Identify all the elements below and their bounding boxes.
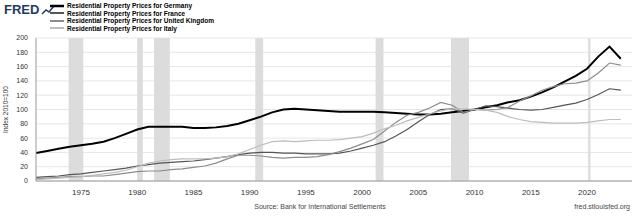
svg-text:2000: 2000 [353,188,371,197]
svg-text:160: 160 [16,63,28,70]
svg-text:1980: 1980 [128,188,146,197]
svg-text:2015: 2015 [522,188,540,197]
svg-text:200: 200 [16,34,28,41]
svg-text:180: 180 [16,49,28,56]
svg-text:1985: 1985 [185,188,203,197]
html-text:Residential Property Prices fo: Residential Property Prices for Italy [67,24,177,32]
svg-text:0: 0 [24,177,28,184]
html-text:FRED: FRED [4,2,40,17]
svg-text:60: 60 [20,135,28,142]
svg-text:120: 120 [16,92,28,99]
svg-text:1990: 1990 [241,188,259,197]
svg-text:1995: 1995 [297,188,315,197]
svg-text:20: 20 [20,163,28,170]
svg-text:80: 80 [20,120,28,127]
svg-text:2005: 2005 [409,188,427,197]
html-text:Residential Property Prices fo: Residential Property Prices for United K… [67,17,214,24]
svg-text:1975: 1975 [72,188,90,197]
html-text:Residential Property Prices fo: Residential Property Prices for Germany [67,2,192,9]
svg-text:Index 2010=100: Index 2010=100 [8,86,9,133]
svg-text:40: 40 [20,149,28,156]
svg-text:100: 100 [16,106,28,113]
svg-text:2020: 2020 [578,188,596,197]
svg-text:2010: 2010 [466,188,484,197]
svg-text:140: 140 [16,77,28,84]
html-text:Source: Bank for International: Source: Bank for International Settlemen… [254,203,386,210]
html-text:Residential Property Prices fo: Residential Property Prices for France [67,9,186,17]
html-text:fred.stlouisfed.org: fred.stlouisfed.org [574,203,630,210]
